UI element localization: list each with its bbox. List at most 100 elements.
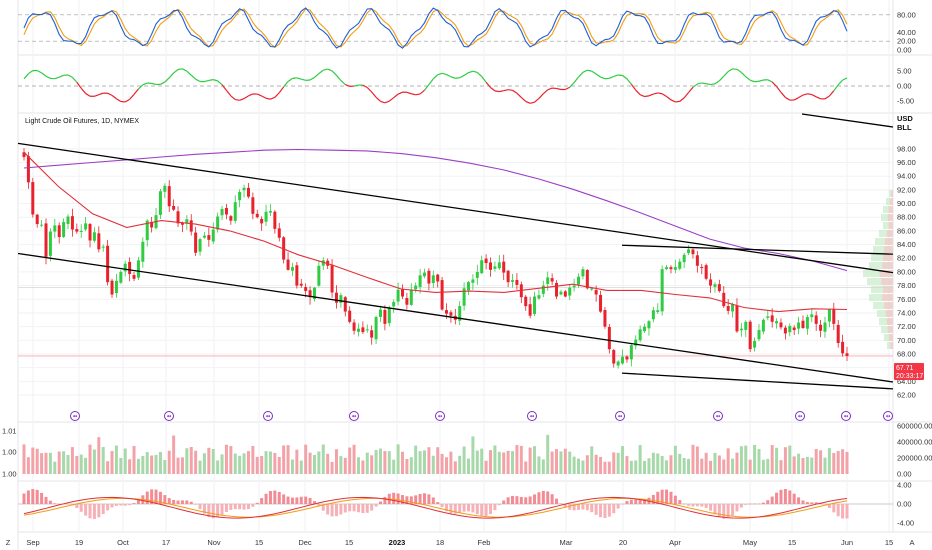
macd-histogram-bar bbox=[590, 504, 594, 513]
volume-bar bbox=[717, 455, 721, 474]
candle-body bbox=[211, 229, 215, 242]
candle-body bbox=[449, 312, 453, 316]
event-marker bbox=[713, 411, 723, 421]
macd-histogram-bar bbox=[229, 504, 233, 510]
macd-tick-label: 4.00 bbox=[897, 481, 912, 490]
volume-bar bbox=[31, 447, 35, 474]
oscillator-segment bbox=[195, 78, 201, 83]
volume-bar bbox=[502, 452, 506, 474]
oscillator-segment bbox=[512, 89, 518, 94]
volume-profile-bar bbox=[887, 214, 893, 221]
candle-body bbox=[836, 324, 840, 344]
macd-histogram-bar bbox=[607, 504, 611, 517]
volume-profile-bar bbox=[869, 262, 893, 269]
event-marker-icon: ⇴ bbox=[351, 414, 356, 420]
oscillator-segment bbox=[595, 73, 601, 78]
volume-bar bbox=[541, 459, 545, 474]
moving-average-purple-line bbox=[23, 148, 848, 272]
macd-histogram-bar bbox=[581, 504, 585, 510]
oscillator-segment bbox=[776, 86, 782, 93]
volume-bar bbox=[528, 447, 532, 474]
volume-bar bbox=[321, 444, 325, 474]
macd-histogram-bar bbox=[75, 504, 79, 509]
candle-body bbox=[229, 216, 233, 221]
oscillator-segment bbox=[701, 82, 707, 85]
macd-histogram-bar bbox=[841, 504, 845, 519]
oscillator-segment bbox=[648, 93, 654, 97]
volume-bar bbox=[106, 461, 110, 474]
macd-histogram-bar bbox=[467, 504, 471, 512]
macd-histogram-bar bbox=[484, 504, 488, 516]
volume-bar bbox=[264, 451, 268, 474]
volume-profile-bar bbox=[886, 318, 893, 325]
oscillator-segment bbox=[644, 95, 650, 98]
volume-bar bbox=[739, 446, 743, 474]
volume-profile-bar bbox=[883, 222, 893, 229]
volume-bar bbox=[462, 446, 466, 474]
chart-title: Light Crude Oil Futures, 1D, NYMEX bbox=[25, 118, 139, 125]
candle-body bbox=[163, 185, 167, 192]
oscillator-segment bbox=[182, 68, 188, 72]
price-tag-countdown: 20:33:17 bbox=[896, 373, 923, 380]
volume-profile-bar bbox=[871, 286, 893, 293]
macd-histogram-bar bbox=[519, 496, 523, 504]
candle-body bbox=[550, 278, 554, 282]
moving-average-red-line bbox=[23, 151, 848, 313]
macd-histogram-bar bbox=[128, 504, 132, 506]
oscillator-segment bbox=[419, 89, 425, 95]
candle-body bbox=[334, 292, 338, 303]
candle-body bbox=[704, 265, 708, 279]
candle-body bbox=[590, 288, 594, 290]
candle-body bbox=[484, 258, 488, 264]
oscillator-segment bbox=[151, 82, 157, 85]
oscillator-segment bbox=[793, 97, 799, 101]
event-marker bbox=[70, 411, 80, 421]
volume-bar bbox=[198, 460, 202, 474]
macd-tick-label: -4.00 bbox=[897, 518, 914, 527]
candle-body bbox=[656, 310, 660, 312]
macd-histogram-bar bbox=[665, 489, 669, 504]
macd-histogram-bar bbox=[106, 504, 110, 511]
candle-body bbox=[682, 254, 686, 263]
oscillator-segment bbox=[833, 84, 839, 92]
candle-body bbox=[348, 310, 352, 322]
macd-histogram-bar bbox=[616, 504, 620, 509]
event-marker-icon: ⇴ bbox=[437, 414, 442, 420]
macd-histogram-bar bbox=[546, 491, 550, 504]
oscillator-segment bbox=[411, 93, 416, 96]
macd-histogram-bar bbox=[656, 491, 660, 504]
candle-body bbox=[515, 279, 519, 285]
oscillator-segment bbox=[76, 81, 82, 89]
event-marker bbox=[795, 411, 805, 421]
volume-bar bbox=[427, 447, 431, 474]
oscillator-segment bbox=[639, 94, 645, 98]
price-tick-label: 94.00 bbox=[897, 172, 916, 181]
oscillator-segment bbox=[745, 76, 751, 81]
candle-body bbox=[731, 304, 735, 312]
candle-body bbox=[638, 329, 642, 341]
volume-bar bbox=[97, 437, 101, 474]
candle-body bbox=[321, 260, 325, 266]
candle-body bbox=[79, 230, 83, 232]
macd-histogram-bar bbox=[669, 491, 673, 504]
volume-bar bbox=[713, 452, 717, 474]
volume-bar bbox=[731, 458, 735, 474]
macd-histogram-bar bbox=[365, 504, 369, 513]
macd-histogram-bar bbox=[154, 489, 158, 504]
oscillator-segment bbox=[124, 98, 130, 103]
volume-bar bbox=[26, 457, 30, 474]
macd-histogram-bar bbox=[304, 496, 308, 504]
candle-body bbox=[123, 263, 127, 272]
volume-bar bbox=[814, 449, 818, 474]
macd-histogram-bar bbox=[260, 498, 264, 504]
macd-histogram-bar bbox=[242, 504, 246, 510]
oscillator-segment bbox=[697, 82, 702, 85]
candle-body bbox=[299, 283, 303, 286]
volume-bar bbox=[665, 460, 669, 474]
event-marker-icon: ⇴ bbox=[72, 414, 77, 420]
volume-bar bbox=[101, 447, 105, 474]
macd-histogram-bar bbox=[233, 504, 237, 510]
macd-histogram-bar bbox=[110, 504, 114, 508]
candle-body bbox=[735, 305, 739, 332]
